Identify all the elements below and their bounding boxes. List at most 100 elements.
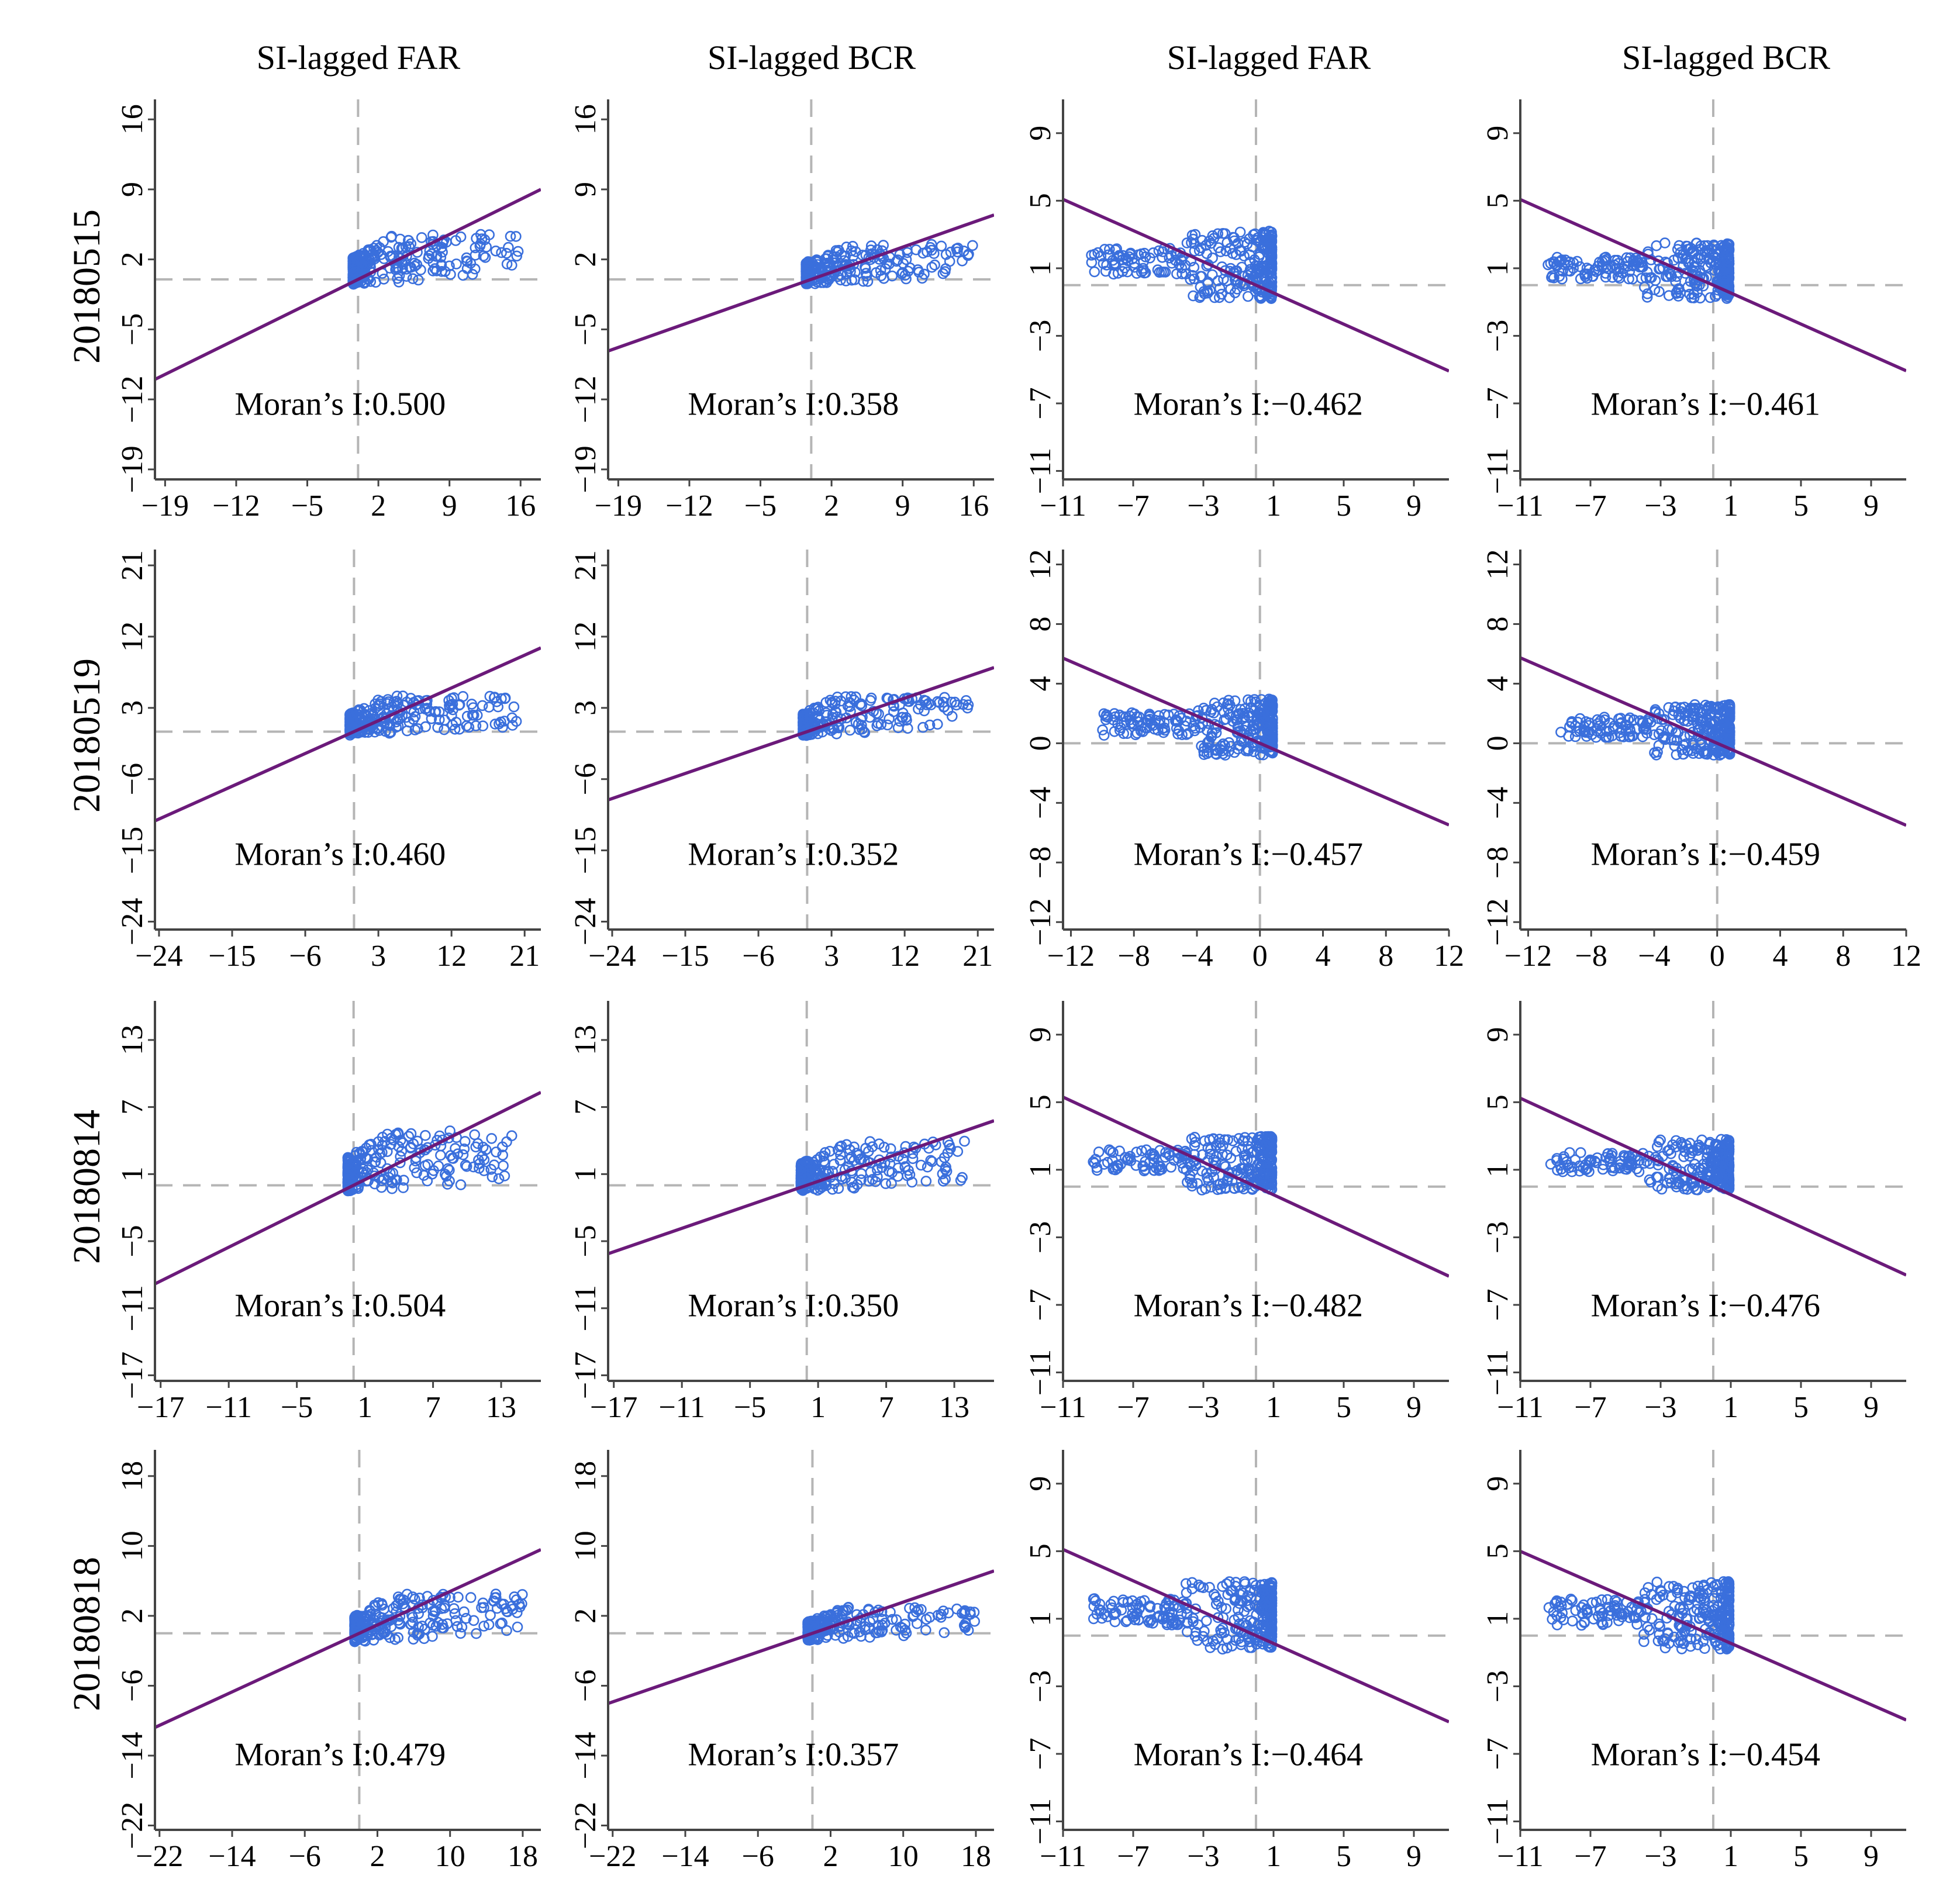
y-tick-label: 0: [1481, 735, 1514, 751]
data-point: [925, 699, 937, 710]
data-point: [882, 719, 893, 731]
data-point: [848, 1183, 860, 1194]
data-point: [850, 717, 862, 728]
data-point: [865, 695, 876, 706]
x-tick-label: −3: [1187, 489, 1219, 523]
data-point: [1247, 721, 1258, 732]
y-tick-label: 1: [1481, 1162, 1514, 1177]
y-tick-label: 5: [1481, 1094, 1514, 1110]
data-point: [1714, 729, 1725, 741]
data-point: [870, 1176, 881, 1187]
data-point: [1186, 1180, 1198, 1192]
y-tick-label: −4: [1024, 787, 1057, 819]
data-point: [1107, 1163, 1119, 1175]
data-point: [1692, 1639, 1703, 1650]
data-point: [844, 701, 855, 713]
data-point: [1245, 268, 1257, 279]
data-point: [416, 232, 427, 243]
data-point: [841, 1604, 853, 1616]
data-point: [936, 1612, 947, 1623]
regression-line: [1520, 1097, 1906, 1277]
data-point: [510, 1594, 522, 1605]
data-point: [377, 1600, 388, 1611]
data-point: [437, 1619, 448, 1630]
data-point: [1673, 1637, 1684, 1648]
data-point: [1099, 1159, 1110, 1170]
data-point: [1689, 257, 1700, 268]
data-point: [1582, 1607, 1593, 1619]
data-point: [498, 1160, 509, 1172]
data-point: [1723, 1146, 1735, 1157]
data-point: [1259, 1601, 1271, 1612]
regression-line: [608, 1119, 994, 1256]
y-tick-label: 7: [569, 1100, 602, 1115]
data-point: [926, 261, 937, 273]
data-point: [1690, 743, 1702, 755]
data-point: [851, 1179, 863, 1190]
x-tick-label: 1: [810, 1391, 826, 1424]
data-point: [1207, 269, 1218, 281]
data-point: [450, 1615, 461, 1626]
data-point: [420, 1129, 431, 1141]
moran-i-label: Moran’s I:−0.461: [1591, 386, 1820, 423]
data-point: [1205, 1148, 1216, 1160]
data-point: [937, 268, 949, 279]
data-point: [909, 1602, 920, 1614]
data-point: [1641, 727, 1652, 739]
data-point: [401, 1588, 413, 1600]
data-point: [354, 1148, 365, 1159]
x-tick-label: 7: [879, 1391, 894, 1424]
y-tick-label: 9: [116, 182, 149, 197]
data-point: [1265, 1585, 1277, 1597]
x-tick-label: 5: [1336, 489, 1351, 523]
data-point: [1599, 252, 1610, 264]
data-point: [1206, 730, 1217, 742]
data-point: [1238, 1163, 1249, 1175]
data-point: [488, 692, 500, 703]
regression-line: [1063, 1547, 1449, 1723]
data-point: [891, 255, 902, 267]
data-point: [1673, 240, 1685, 251]
data-point: [1185, 1160, 1197, 1172]
data-point: [496, 693, 507, 704]
data-point: [1213, 292, 1225, 303]
y-tick-label: 10: [116, 1531, 149, 1561]
data-point: [374, 242, 385, 253]
data-point: [959, 1135, 970, 1147]
data-point: [474, 1163, 485, 1174]
data-point: [886, 1177, 897, 1189]
data-point: [1590, 266, 1602, 277]
data-point: [1144, 1600, 1156, 1612]
data-point: [1655, 1134, 1666, 1146]
x-tick-label: 5: [1793, 489, 1809, 523]
data-point: [372, 700, 384, 711]
data-point: [1710, 745, 1721, 756]
data-point: [1240, 721, 1252, 733]
data-point: [1191, 1626, 1202, 1638]
scatter-points: [1086, 226, 1278, 305]
data-point: [1548, 256, 1559, 268]
data-point: [490, 245, 502, 257]
data-point: [484, 690, 496, 702]
data-point: [1602, 1617, 1613, 1628]
data-point: [461, 252, 472, 264]
data-point: [376, 1175, 388, 1186]
data-point: [926, 1156, 938, 1167]
scatter-points: [1088, 1131, 1278, 1196]
data-point: [1623, 273, 1634, 285]
data-point: [435, 251, 447, 263]
y-tick-label: 5: [1024, 193, 1057, 208]
x-tick-label: −5: [744, 489, 777, 523]
data-point: [445, 268, 456, 280]
y-tick-label: 10: [569, 1531, 602, 1561]
row-title-2: 20180519: [65, 658, 108, 813]
data-point: [478, 1602, 489, 1613]
data-point: [1093, 1604, 1105, 1615]
data-point: [405, 1128, 417, 1139]
data-point: [959, 1607, 970, 1618]
data-point: [449, 724, 461, 735]
data-point: [1217, 738, 1229, 749]
y-tick-label: −11: [1481, 1349, 1514, 1395]
